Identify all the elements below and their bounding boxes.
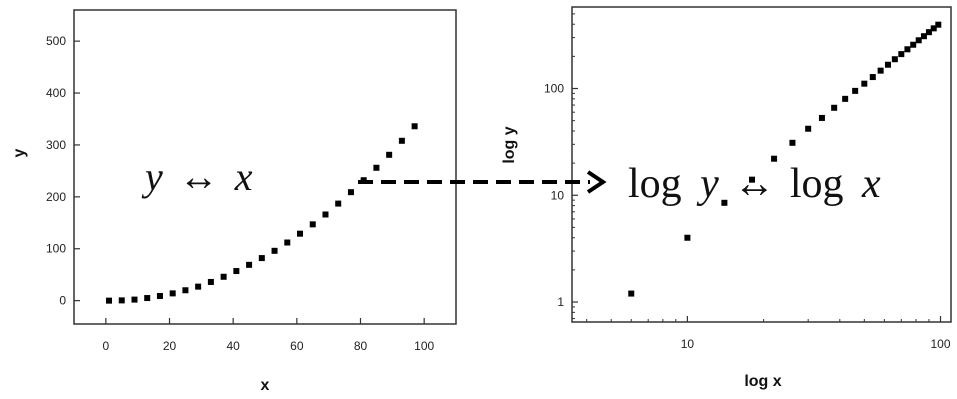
annotation-log-y-prefix: log <box>628 161 682 207</box>
data-point <box>930 25 937 32</box>
y-tick-label: 0 <box>59 294 66 308</box>
data-point <box>233 268 240 275</box>
annotation-x: x <box>234 154 253 199</box>
x-tick-label: 20 <box>163 339 177 353</box>
left-y-axis-label: y <box>11 148 28 157</box>
x-tick-label: 100 <box>931 337 951 351</box>
loglog-scatter-plot: 10 100 1 10 100 log x log y <box>501 6 952 390</box>
y-tick-label: 10 <box>551 188 565 202</box>
data-point <box>220 273 227 280</box>
data-point <box>935 21 942 28</box>
arrow-head-icon <box>586 170 607 194</box>
data-point <box>322 211 329 218</box>
y-tick-label: 100 <box>46 242 66 256</box>
annotation-log-arrow: ↔ <box>733 161 775 207</box>
x-tick-label: 60 <box>290 339 304 353</box>
data-point <box>169 290 176 297</box>
data-point <box>861 80 868 87</box>
data-point <box>771 155 778 162</box>
x-tick-label: 100 <box>414 339 434 353</box>
data-point <box>347 189 354 196</box>
data-point <box>721 199 728 206</box>
data-point <box>852 87 859 94</box>
data-point <box>297 230 304 237</box>
data-point <box>915 37 922 44</box>
data-point <box>910 41 917 48</box>
left-x-axis-label: x <box>261 377 270 394</box>
data-point <box>877 67 884 74</box>
right-x-ticks: 10 100 <box>586 316 951 351</box>
y-tick-label: 300 <box>46 138 66 152</box>
data-point <box>869 74 876 81</box>
data-point <box>246 261 253 268</box>
data-point <box>898 51 905 58</box>
right-x-axis-label: log x <box>744 373 781 390</box>
linear-scatter-plot: 0 20 40 60 80 100 0 100 200 300 400 500 x y <box>11 9 457 394</box>
dashed-transform-arrow <box>358 170 607 194</box>
right-plot-frame <box>571 6 952 323</box>
left-x-ticks: 0 20 40 60 80 100 <box>102 318 434 353</box>
data-point <box>182 287 189 294</box>
annotation-log-y: y <box>696 161 719 207</box>
annotation-arrow: ↔ <box>179 154 219 199</box>
y-tick-label: 500 <box>46 34 66 48</box>
data-point <box>749 176 756 183</box>
y-tick-label: 100 <box>544 82 564 96</box>
data-point <box>118 297 125 304</box>
data-point <box>373 164 380 171</box>
data-point <box>884 61 891 68</box>
data-point <box>805 125 812 132</box>
data-point <box>842 95 849 102</box>
data-point <box>831 104 838 111</box>
x-tick-label: 80 <box>354 339 368 353</box>
data-point <box>925 29 932 36</box>
data-point <box>284 239 291 246</box>
annotation-log-x: x <box>861 161 881 207</box>
right-data-points <box>628 21 942 297</box>
x-tick-label: 0 <box>102 339 109 353</box>
data-point <box>258 255 265 262</box>
data-point <box>309 221 316 228</box>
data-point <box>789 139 796 146</box>
y-tick-label: 200 <box>46 190 66 204</box>
x-tick-label: 40 <box>226 339 240 353</box>
left-relation-annotation: y ↔ x <box>141 154 253 199</box>
data-point <box>195 283 202 290</box>
data-point <box>891 56 898 63</box>
data-point <box>920 33 927 40</box>
left-plot-frame <box>73 9 457 325</box>
data-point <box>106 297 113 304</box>
left-data-points <box>106 123 418 304</box>
annotation-log-x-prefix: log <box>790 161 844 207</box>
data-point <box>904 46 911 53</box>
data-point <box>411 123 418 130</box>
right-y-ticks: 1 10 100 <box>544 13 578 320</box>
data-point <box>684 234 691 241</box>
data-point <box>398 137 405 144</box>
annotation-y: y <box>141 154 163 199</box>
data-point <box>335 200 342 207</box>
data-point <box>271 247 278 254</box>
y-tick-label: 400 <box>46 86 66 100</box>
data-point <box>818 114 825 121</box>
data-point <box>386 151 393 158</box>
right-y-axis-label: log y <box>501 126 518 163</box>
right-relation-annotation: log y ↔ log x <box>628 161 881 207</box>
y-tick-label: 1 <box>557 295 564 309</box>
x-tick-label: 10 <box>681 337 695 351</box>
data-point <box>628 290 635 297</box>
data-point <box>131 296 138 303</box>
data-point <box>207 278 214 285</box>
left-y-ticks: 0 100 200 300 400 500 <box>46 34 80 308</box>
data-point <box>144 295 151 302</box>
data-point <box>156 292 163 299</box>
